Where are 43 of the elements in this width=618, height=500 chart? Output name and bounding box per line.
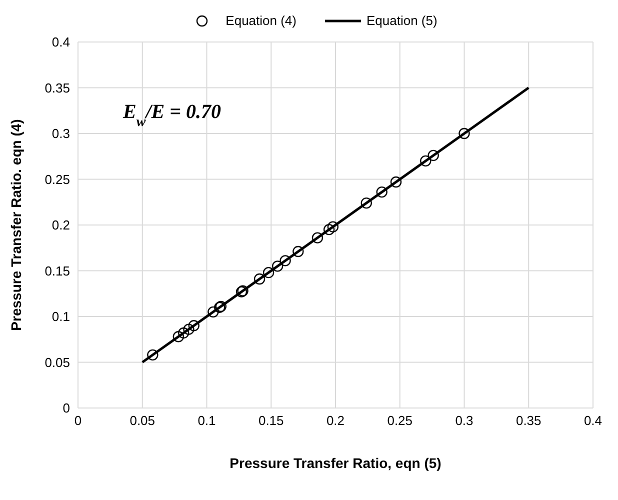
x-tick-label: 0 xyxy=(74,413,82,428)
point xyxy=(272,260,284,272)
y-tick-label: 0 xyxy=(62,400,70,416)
y-tick-label: 0.2 xyxy=(52,218,70,233)
point xyxy=(376,186,388,198)
y-tick-label: 0.15 xyxy=(44,263,70,278)
legend-label: Equation (4) xyxy=(224,13,296,28)
point xyxy=(390,176,402,188)
x-tick-label: 0.25 xyxy=(387,413,413,428)
point xyxy=(428,150,439,162)
y-tick-label: 0.25 xyxy=(44,172,70,187)
point xyxy=(178,327,190,339)
annotation: E$_{w}$/E = 0.70 xyxy=(122,101,221,130)
point xyxy=(147,349,158,361)
x-tick-label: 0.2 xyxy=(326,413,345,428)
point xyxy=(183,324,194,335)
x-tick-label: 0.4 xyxy=(584,413,602,428)
x-tick-label: 0.15 xyxy=(258,413,284,428)
y-tick-label: 0.4 xyxy=(52,34,70,50)
point xyxy=(262,266,274,278)
point xyxy=(323,224,335,236)
x-tick-label: 0.05 xyxy=(130,413,156,428)
point xyxy=(280,255,291,266)
x-axis-title: Pressure Transfer Ratio, eqn (5) xyxy=(230,455,442,471)
y-tick-label: 0.1 xyxy=(52,309,70,324)
point xyxy=(254,273,266,285)
x-tick-label: 0.3 xyxy=(455,413,474,428)
point xyxy=(188,320,200,332)
x-tick-label: 0.35 xyxy=(516,413,542,428)
y-tick-label: 0.3 xyxy=(52,126,70,142)
point xyxy=(420,155,432,167)
point xyxy=(360,197,372,209)
point xyxy=(458,128,470,140)
legend-label: Equation (5) xyxy=(366,13,438,28)
y-tick-label: 0.35 xyxy=(44,80,70,96)
point xyxy=(292,246,304,258)
y-axis-title: Pressure Transfer Ratio. eqn (4) xyxy=(8,119,24,331)
point xyxy=(327,221,339,232)
x-tick-label: 0.1 xyxy=(198,413,216,428)
y-tick-label: 0.05 xyxy=(44,354,70,370)
point xyxy=(208,306,219,318)
point xyxy=(312,232,324,244)
point xyxy=(172,331,184,342)
